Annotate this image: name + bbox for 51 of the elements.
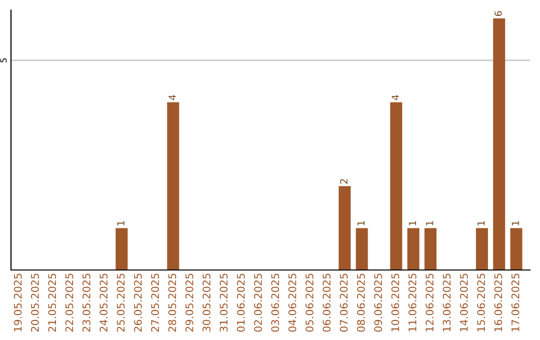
x-tick-label: 01.06.2025 xyxy=(236,274,245,332)
data-label: 6 xyxy=(494,11,502,16)
data-label: 1 xyxy=(512,221,519,226)
data-label: 1 xyxy=(117,221,124,226)
x-tick-label: 14.06.2025 xyxy=(460,274,468,332)
x-tick-label: 28.05.2025 xyxy=(168,274,176,332)
bar xyxy=(476,228,488,270)
bar xyxy=(338,186,351,270)
x-tick-label: 17.06.2025 xyxy=(511,274,520,332)
bar xyxy=(510,228,522,270)
x-tick-label: 16.06.2025 xyxy=(494,274,502,332)
bar xyxy=(116,228,128,270)
x-tick-label: 12.06.2025 xyxy=(426,274,434,332)
x-tick-label: 02.06.2025 xyxy=(254,274,262,332)
bar xyxy=(167,102,180,270)
x-tick-label: 29.05.2025 xyxy=(185,274,194,332)
y-tick-label: 5 xyxy=(0,58,7,62)
x-tick-label: 24.05.2025 xyxy=(100,274,108,332)
x-tick-label: 25.05.2025 xyxy=(116,274,125,332)
data-label: 1 xyxy=(357,221,365,226)
bar xyxy=(493,18,506,270)
x-tick-label: 20.05.2025 xyxy=(31,274,39,332)
x-tick-label: 22.05.2025 xyxy=(65,274,74,332)
bar xyxy=(356,228,368,270)
x-tick-label: 08.06.2025 xyxy=(357,274,365,332)
data-label: 1 xyxy=(478,221,485,226)
data-label: 4 xyxy=(392,94,399,100)
x-tick-label: 19.05.2025 xyxy=(14,274,22,332)
x-tick-label: 30.05.2025 xyxy=(202,274,210,332)
x-tick-label: 15.06.2025 xyxy=(477,274,485,332)
x-tick-label: 21.05.2025 xyxy=(48,274,56,332)
bar xyxy=(390,102,402,270)
x-tick-label: 11.06.2025 xyxy=(408,274,416,332)
data-label: 2 xyxy=(340,179,348,184)
x-tick-label: 09.06.2025 xyxy=(374,274,382,332)
x-tick-label: 27.05.2025 xyxy=(151,274,159,332)
x-tick-label: 04.06.2025 xyxy=(288,274,296,332)
x-tick-label: 03.06.2025 xyxy=(271,274,280,332)
x-tick-label: 31.05.2025 xyxy=(220,274,228,332)
data-label: 1 xyxy=(408,221,416,226)
data-label: 1 xyxy=(426,221,434,226)
data-label: 4 xyxy=(168,94,176,100)
x-tick-label: 26.05.2025 xyxy=(134,274,142,332)
x-tick-label: 13.06.2025 xyxy=(442,274,451,332)
x-tick-label: 10.06.2025 xyxy=(391,274,400,332)
x-tick-label: 05.06.2025 xyxy=(306,274,314,332)
x-tick-label: 06.06.2025 xyxy=(322,274,331,332)
bar xyxy=(424,228,436,270)
x-tick-label: 07.06.2025 xyxy=(340,274,348,332)
x-tick-label: 23.05.2025 xyxy=(82,274,90,332)
bar xyxy=(407,228,420,270)
